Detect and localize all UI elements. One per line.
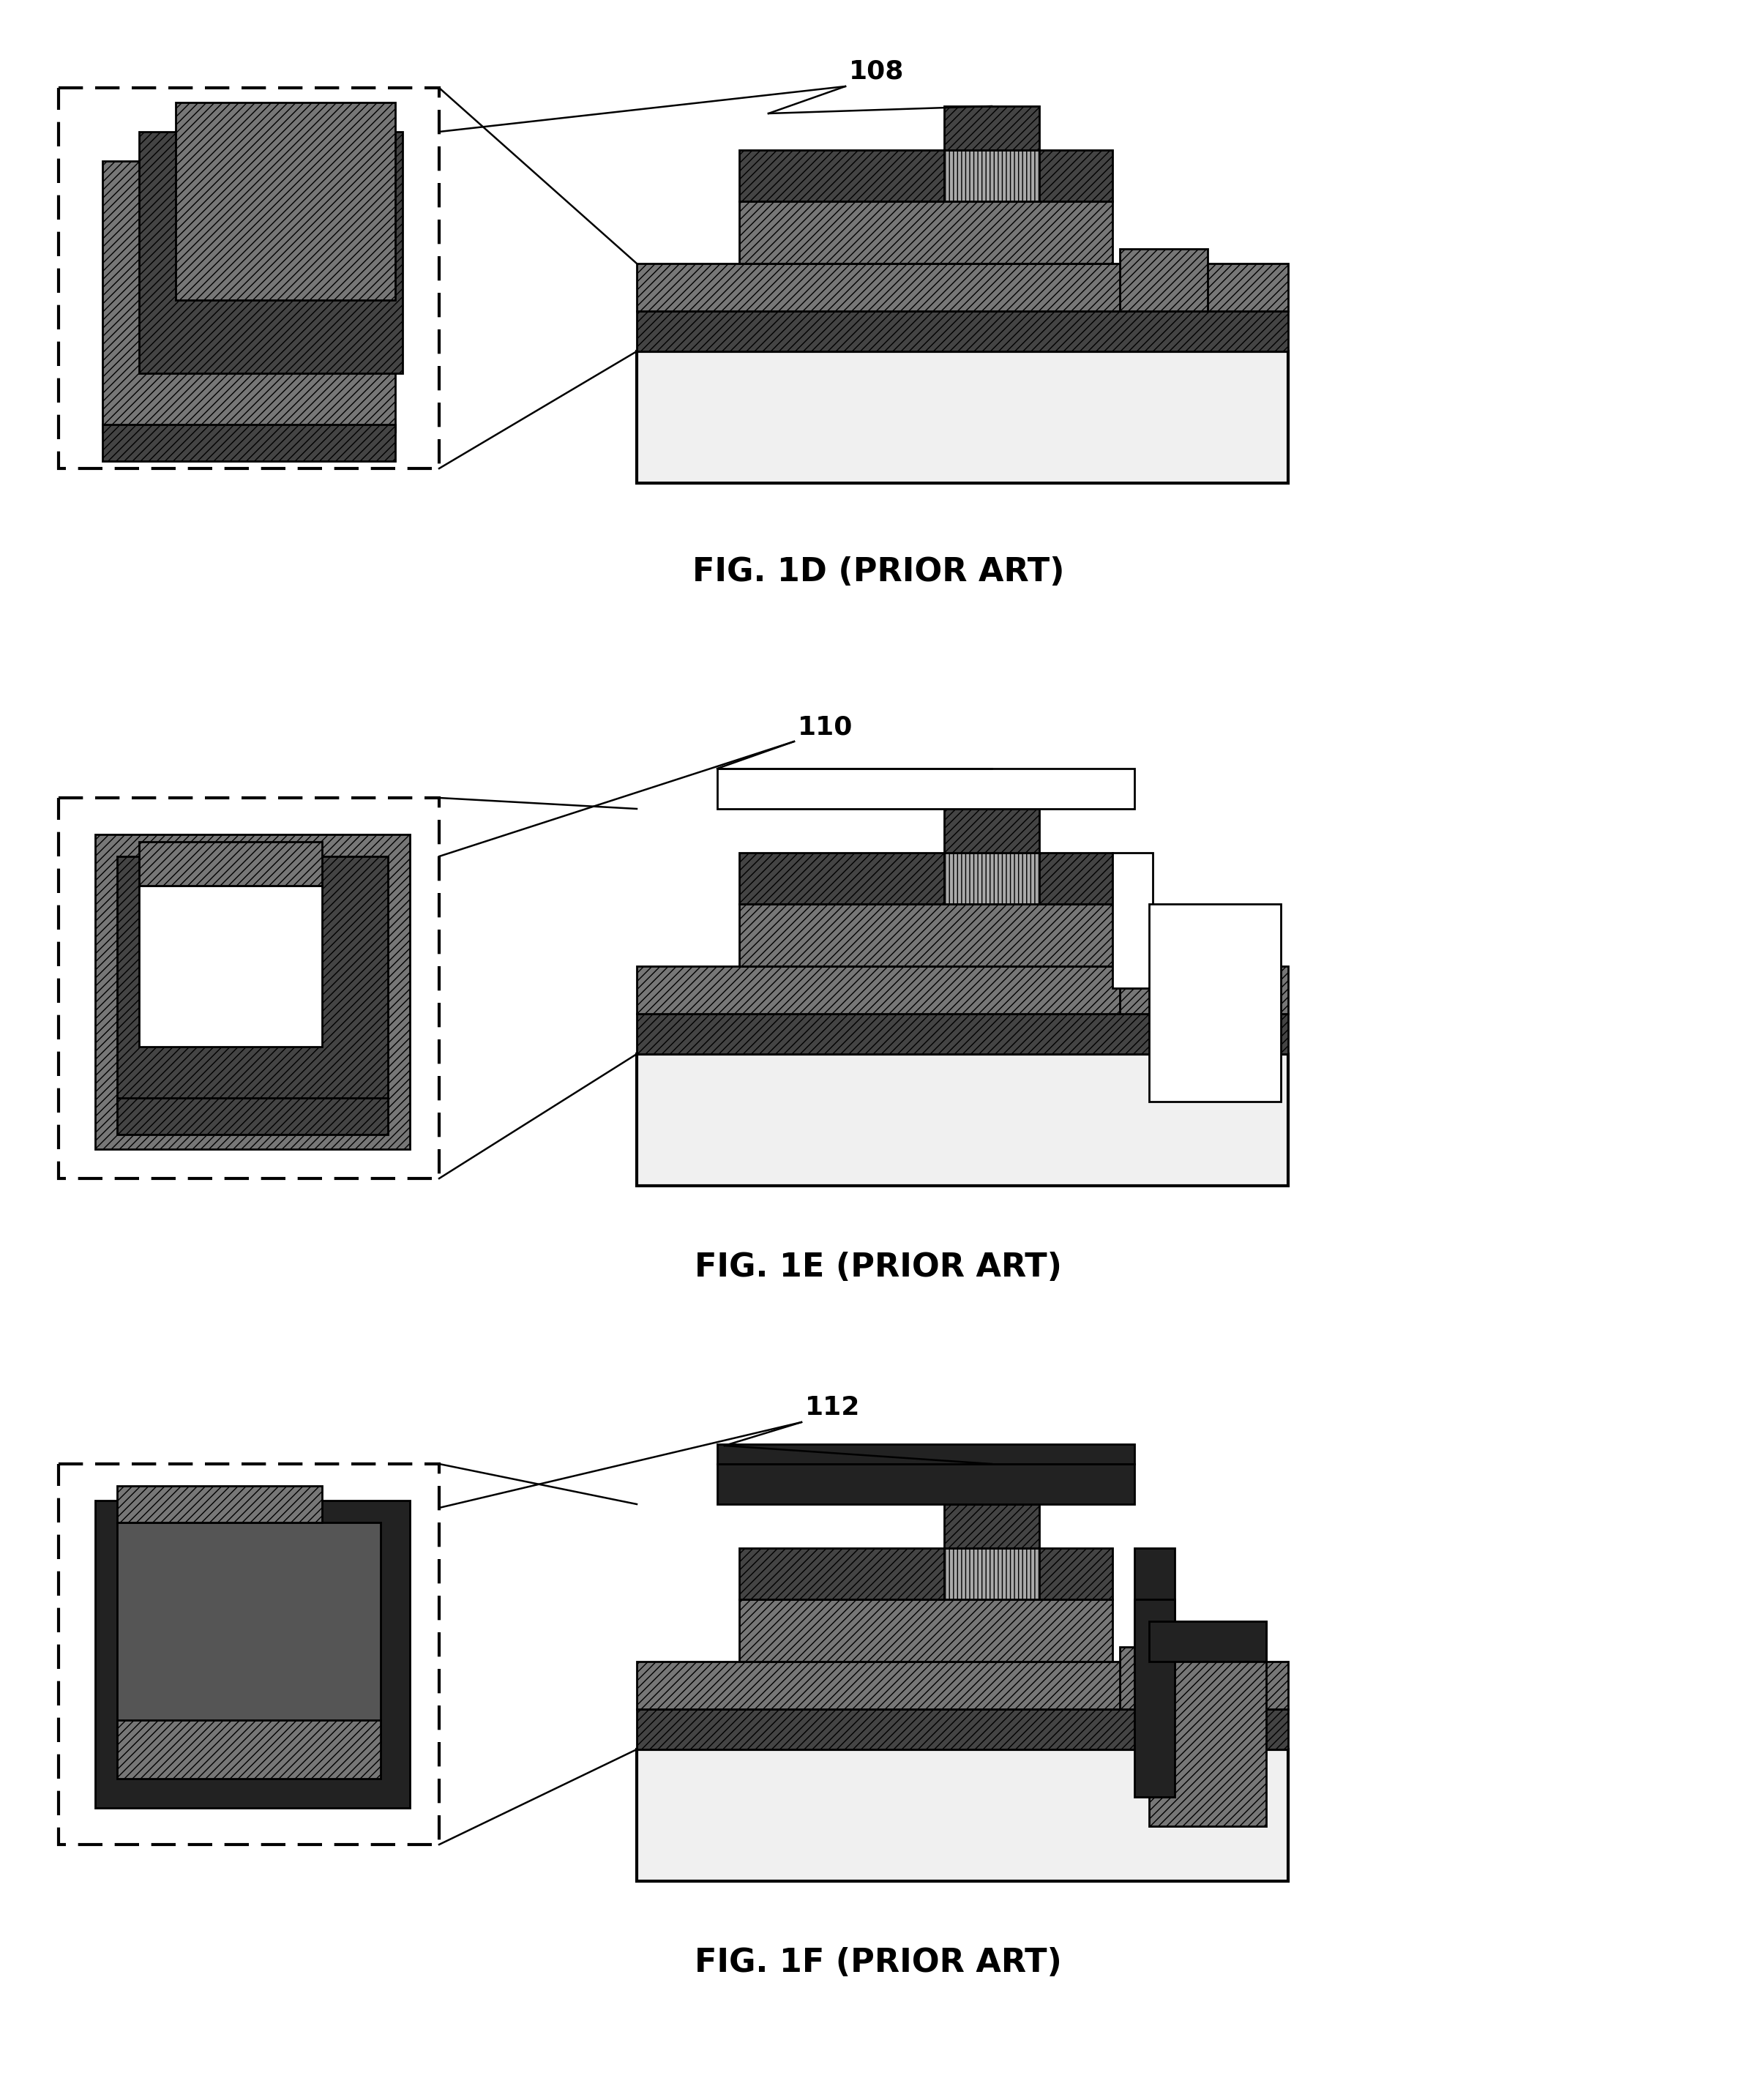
Bar [95,834,410,1149]
Bar [1039,149,1113,202]
Bar [636,1749,1289,1882]
Bar [1120,951,1208,1014]
Bar [118,1522,380,1743]
Bar [58,798,440,1178]
Bar [738,853,944,903]
Bar [95,1502,410,1808]
Bar [1039,853,1113,903]
Bar [636,1661,1289,1709]
Bar [636,1054,1289,1186]
Bar [636,311,1289,351]
Bar [738,202,1113,262]
Bar [118,857,389,1105]
Bar [102,162,396,433]
Bar [944,149,1039,202]
Bar [738,903,1113,966]
Bar [1120,250,1208,311]
Bar [738,1600,1113,1661]
Bar [944,853,1039,903]
Bar [717,1445,1134,1464]
Bar [118,1720,380,1779]
Bar [1113,853,1153,989]
Bar [139,132,403,374]
Bar [176,103,396,300]
Bar [1039,1548,1113,1600]
Bar [102,424,396,462]
Text: FIG. 1F (PRIOR ART): FIG. 1F (PRIOR ART) [694,1947,1062,1978]
Bar [944,809,1039,853]
Text: 112: 112 [805,1394,860,1420]
Bar [738,1548,944,1600]
Bar [717,769,1134,809]
Bar [944,1548,1039,1600]
Bar [58,1464,440,1844]
Bar [1150,1621,1266,1827]
Text: FIG. 1D (PRIOR ART): FIG. 1D (PRIOR ART) [693,557,1064,588]
Bar [636,1709,1289,1749]
Text: 108: 108 [849,59,904,84]
Bar [1150,903,1282,1103]
Bar [636,262,1289,311]
Bar [944,1504,1039,1548]
Bar [139,886,322,1046]
Bar [636,351,1289,483]
Bar [58,88,440,468]
Text: 110: 110 [798,714,853,739]
Bar [717,1464,1134,1504]
Bar [636,966,1289,1014]
Bar [1120,1646,1208,1709]
Bar [118,1098,389,1134]
Bar [118,1487,322,1522]
Bar [944,107,1039,149]
Bar [1134,1548,1174,1684]
Text: FIG. 1E (PRIOR ART): FIG. 1E (PRIOR ART) [694,1252,1062,1283]
Bar [1150,1621,1266,1661]
Bar [139,842,322,886]
Bar [738,149,944,202]
Bar [636,1014,1289,1054]
Bar [1134,1600,1174,1798]
